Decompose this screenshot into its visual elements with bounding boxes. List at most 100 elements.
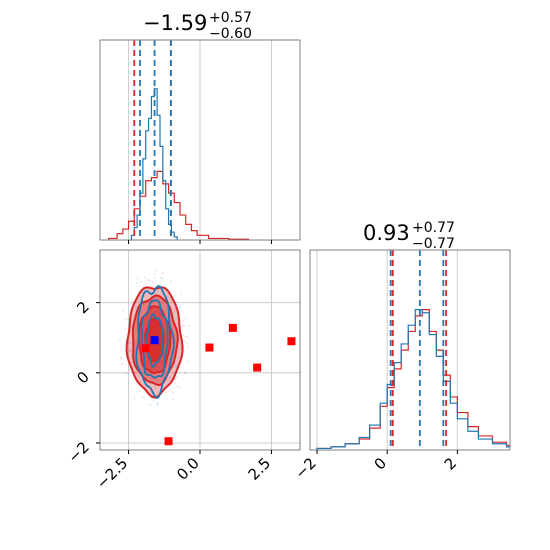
scatter-dot-20 [179, 324, 182, 327]
scatter-dot-85 [185, 317, 187, 319]
scatter-dot-125 [130, 367, 133, 369]
scatter-dot-119 [154, 387, 157, 390]
scatter-dot-111 [136, 277, 139, 280]
scatter-dot-96 [132, 304, 135, 306]
scatter-dot-41 [130, 342, 133, 345]
scatter-dot-7 [187, 360, 189, 363]
scatter-dot-17 [139, 299, 142, 302]
scatter-dot-37 [165, 296, 168, 298]
scatter-dot-102 [133, 397, 136, 400]
title-p2-main: 0.93 [363, 221, 410, 245]
scatter-dot-112 [164, 378, 167, 380]
scatter-dot-26 [153, 277, 156, 280]
marker-red-4 [287, 337, 296, 346]
scatter-dot-123 [168, 377, 171, 380]
scatter-dot-53 [178, 306, 181, 309]
scatter-dot-46 [186, 342, 189, 345]
xtick-left-label-1: 0.0 [173, 454, 203, 484]
marker-blue-0 [150, 336, 159, 345]
scatter-dot-115 [142, 396, 145, 399]
scatter-dot-87 [148, 279, 151, 282]
scatter-dot-24 [149, 404, 152, 406]
scatter-dot-3 [131, 367, 134, 369]
scatter-dot-75 [153, 394, 156, 397]
scatter-dot-50 [174, 362, 176, 365]
scatter-dot-30 [181, 341, 183, 344]
scatter-dot-64 [179, 356, 182, 359]
scatter-dot-11 [182, 334, 184, 336]
scatter-dot-10 [141, 293, 144, 295]
xtick-left-label-0: −2.5 [93, 454, 131, 492]
scatter-dot-6 [126, 317, 129, 320]
xtick-right-label-0: −2 [291, 454, 319, 482]
scatter-dot-129 [152, 400, 155, 403]
scatter-dot-47 [151, 285, 154, 288]
scatter-dot-8 [174, 378, 177, 381]
scatter-dot-138 [186, 346, 189, 348]
scatter-dot-62 [153, 273, 156, 276]
scatter-dot-121 [124, 327, 127, 330]
title-p1-main: −1.59 [143, 11, 207, 35]
scatter-dot-139 [143, 277, 146, 279]
marker-red-2 [228, 323, 237, 332]
scatter-dot-56 [119, 357, 122, 360]
title-p2-sup: +0.77 [412, 220, 455, 236]
scatter-dot-120 [178, 357, 180, 360]
scatter-dot-27 [180, 347, 183, 350]
scatter-dot-23 [156, 403, 159, 406]
scatter-dot-113 [187, 337, 190, 339]
scatter-dot-69 [134, 371, 137, 373]
scatter-dot-66 [142, 295, 145, 297]
scatter-dot-57 [128, 368, 131, 371]
xtick-left-label-2: 2.5 [245, 454, 275, 484]
scatter-dot-34 [174, 307, 177, 310]
scatter-dot-108 [182, 339, 185, 342]
scatter-dot-43 [169, 376, 172, 379]
scatter-dot-90 [161, 277, 164, 280]
marker-red-5 [164, 437, 173, 446]
scatter-dot-134 [154, 292, 157, 295]
scatter-dot-94 [173, 378, 176, 380]
scatter-dot-132 [159, 277, 162, 279]
scatter-dot-36 [135, 281, 138, 284]
scatter-dot-70 [157, 403, 160, 406]
scatter-dot-109 [184, 340, 187, 343]
scatter-dot-25 [188, 325, 190, 328]
ytick-left-label-2: 2 [73, 298, 92, 317]
hist-red-p2 [316, 309, 510, 450]
scatter-dot-116 [134, 299, 137, 302]
scatter-dot-13 [157, 285, 160, 288]
scatter-dot-58 [161, 271, 164, 274]
scatter-dot-45 [176, 375, 178, 378]
scatter-dot-21 [125, 340, 128, 343]
scatter-dot-54 [178, 386, 181, 389]
scatter-dot-136 [149, 286, 152, 289]
scatter-dot-15 [175, 301, 178, 303]
xtick-right-label-1: 0 [371, 454, 390, 473]
ytick-left-label-1: 0 [73, 368, 92, 387]
scatter-dot-128 [128, 350, 131, 353]
scatter-dot-77 [152, 282, 155, 285]
scatter-dot-99 [172, 296, 175, 299]
scatter-dot-107 [138, 290, 141, 292]
scatter-dot-2 [183, 371, 186, 374]
scatter-dot-74 [174, 364, 177, 367]
scatter-dot-131 [125, 340, 128, 343]
scatter-dot-127 [140, 291, 143, 294]
scatter-dot-14 [184, 372, 187, 375]
scatter-dot-48 [147, 278, 150, 281]
scatter-dot-35 [171, 391, 174, 394]
scatter-dot-95 [152, 280, 155, 283]
scatter-dot-65 [185, 335, 187, 338]
scatter-dot-80 [176, 385, 179, 388]
scatter-dot-100 [174, 304, 177, 307]
scatter-dot-39 [170, 280, 172, 283]
scatter-dot-19 [126, 372, 129, 375]
scatter-dot-44 [136, 306, 139, 308]
scatter-dot-16 [131, 305, 134, 308]
title-p1-sup: +0.57 [209, 10, 252, 26]
contour-blue-1 [140, 299, 169, 379]
scatter-dot-126 [125, 353, 127, 356]
scatter-dot-92 [183, 324, 186, 327]
scatter-dot-82 [139, 381, 142, 384]
